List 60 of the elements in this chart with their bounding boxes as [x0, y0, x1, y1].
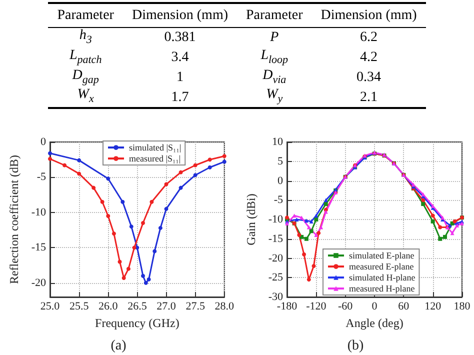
- legend-label: measured H-plane: [349, 284, 415, 294]
- legend-label: simulated |S₁₁|: [129, 142, 182, 152]
- x-axis-title: Frequency (GHz): [95, 316, 180, 330]
- text: 3.4: [170, 49, 190, 68]
- x-tick-label: 27.0: [156, 300, 176, 312]
- legend-label: measured |S₁₁|: [129, 154, 181, 164]
- text: 2.1: [359, 88, 379, 107]
- y-axis-title: Reflection coefficient (dB): [7, 154, 21, 284]
- legend-label: simulated E-plane: [349, 250, 414, 260]
- text: Parameter: [237, 3, 312, 28]
- y-tick-label: -10: [31, 206, 46, 218]
- text: 0.34: [356, 68, 382, 87]
- text: Dimension (mm): [312, 3, 426, 28]
- text: L$_{patch}$: [68, 48, 103, 68]
- text: 1: [175, 68, 184, 87]
- y-tick-label: -30: [268, 291, 284, 303]
- text: L$_{loop}$: [260, 48, 290, 68]
- text: 0.381: [163, 29, 197, 48]
- y-tick-label: -25: [268, 272, 284, 284]
- y-tick-label: 0: [40, 136, 46, 148]
- y-tick-label: -20: [31, 276, 46, 289]
- x-tick-label: 28.0: [214, 300, 234, 312]
- x-tick-label: 25.5: [69, 300, 90, 312]
- x-tick-label: 0: [372, 300, 378, 312]
- x-tick-label: -60: [338, 300, 354, 312]
- text: 1.7: [170, 88, 190, 107]
- text: Dimension (mm): [122, 3, 237, 28]
- text: h$_{3}$: [78, 28, 93, 48]
- text: 6.2: [359, 29, 379, 48]
- y-tick-label: 5: [278, 155, 284, 168]
- x-tick-label: 27.5: [186, 300, 206, 312]
- y-tick-label: -10: [268, 214, 284, 226]
- y-tick-label: -20: [268, 252, 284, 264]
- text: P: [269, 29, 280, 48]
- y-tick-label: 0: [278, 174, 284, 187]
- x-tick-label: 26.0: [98, 300, 118, 312]
- x-tick-label: 180: [454, 300, 471, 312]
- x-tick-label: -180: [276, 300, 298, 312]
- legend-label: simulated H-plane: [349, 272, 416, 282]
- y-tick-label: -5: [36, 171, 46, 184]
- text: W$_{x}$: [76, 87, 95, 108]
- y-tick-label: -15: [31, 242, 46, 254]
- text: D$_{via}$: [262, 68, 288, 88]
- x-tick-label: 26.5: [128, 300, 148, 312]
- y-tick-label: -5: [274, 194, 284, 206]
- text: W$_{y}$: [265, 87, 284, 108]
- x-tick-label: 120: [424, 300, 442, 312]
- text: (a): [110, 338, 127, 354]
- x-tick-label: 25.0: [40, 300, 60, 312]
- y-axis-title: Gain (dBi): [244, 194, 258, 246]
- text: (b): [347, 338, 364, 354]
- y-tick-label: -15: [268, 232, 284, 245]
- x-axis-title: Angle (deg): [346, 316, 404, 330]
- legend-label: measured E-plane: [349, 262, 414, 272]
- x-tick-label: 60: [398, 300, 410, 312]
- text: Parameter: [48, 3, 123, 28]
- text: D$_{gap}$: [71, 68, 100, 88]
- x-tick-label: -120: [306, 300, 327, 312]
- y-tick-label: 10: [272, 136, 284, 148]
- text: 4.2: [359, 49, 379, 68]
